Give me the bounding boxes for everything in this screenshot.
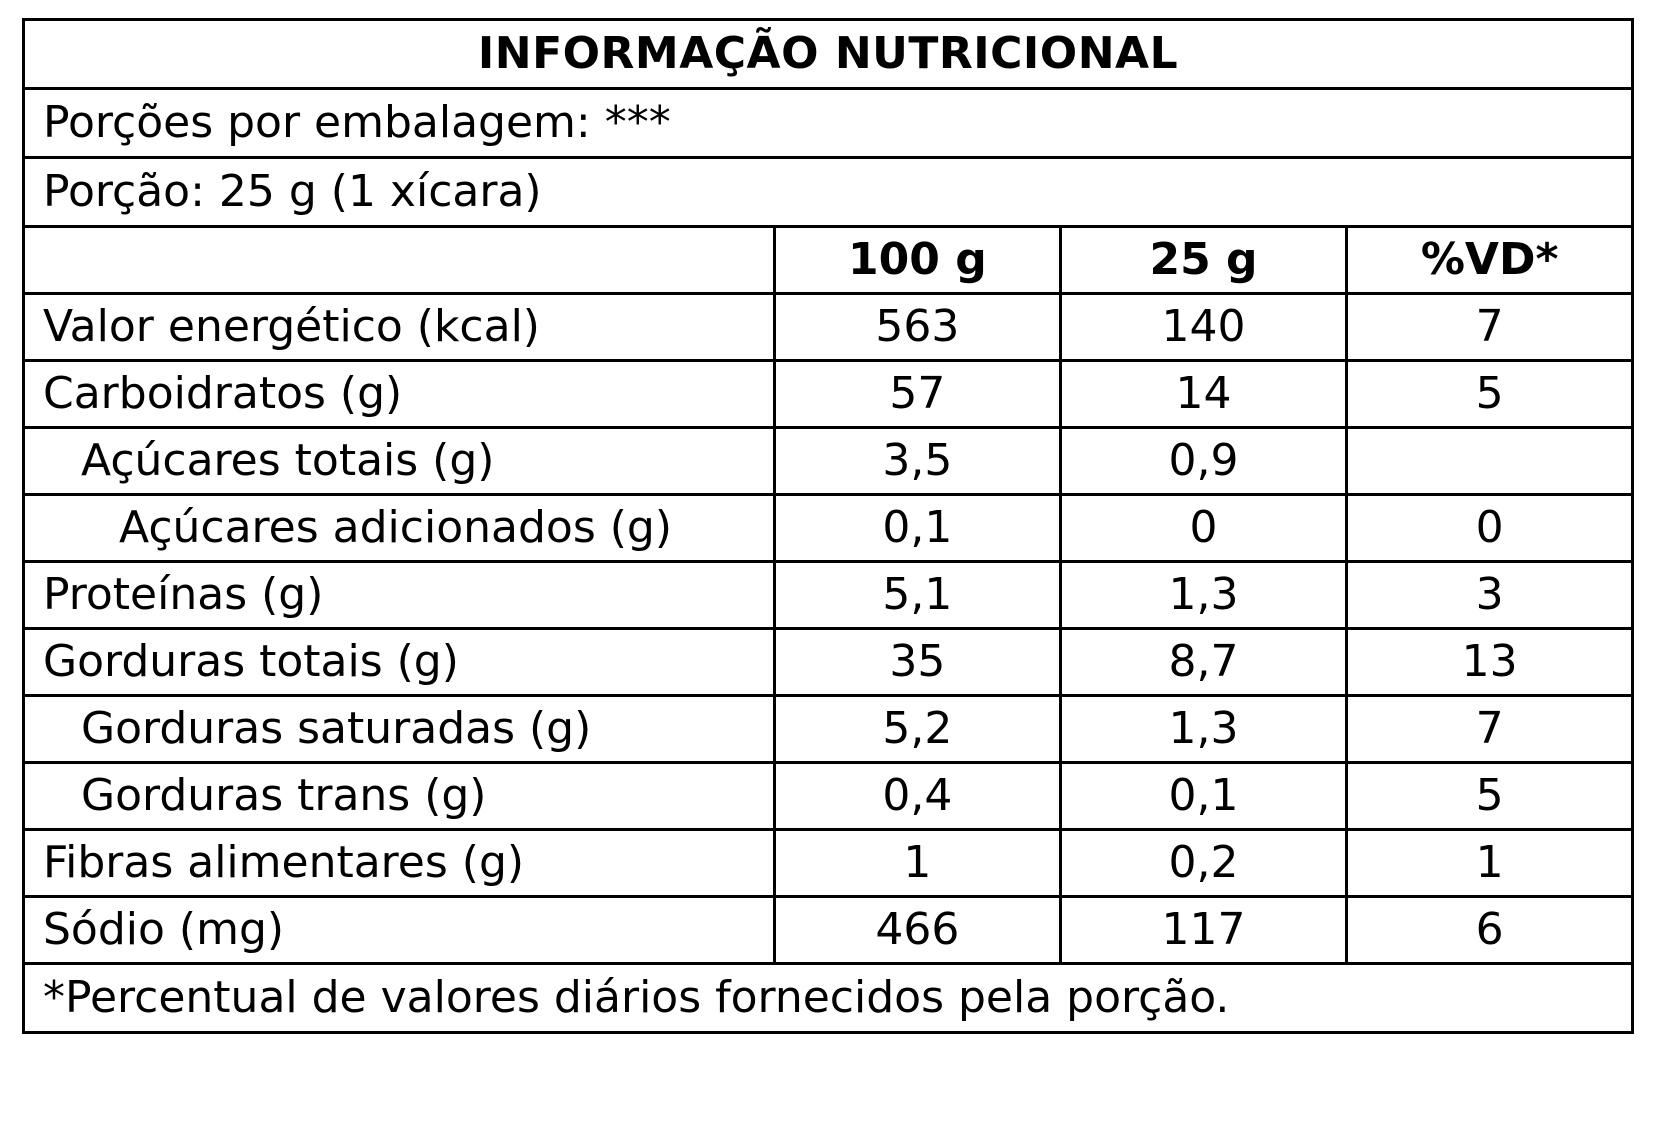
header-per-serving: 25 g	[1058, 225, 1349, 295]
nutrient-name: Valor energético (kcal)	[21, 292, 777, 362]
value-per-serving: 0,1	[1058, 761, 1349, 831]
table-title: INFORMAÇÃO NUTRICIONAL	[22, 18, 1634, 90]
table-row: Valor energético (kcal) 563 140 7	[21, 292, 1634, 362]
table-row: Açúcares totais (g) 3,5 0,9	[21, 426, 1634, 496]
table-row: Gorduras trans (g) 0,4 0,1 5	[21, 761, 1634, 831]
value-per-100g: 3,5	[773, 426, 1062, 496]
table-row: Gorduras saturadas (g) 5,2 1,3 7	[21, 694, 1634, 764]
value-per-100g: 5,2	[773, 694, 1062, 764]
value-daily: 5	[1345, 761, 1634, 831]
value-daily: 7	[1345, 694, 1634, 764]
header-nutrient	[21, 225, 777, 295]
value-per-100g: 1	[773, 828, 1062, 898]
value-per-100g: 5,1	[773, 560, 1062, 630]
value-daily: 1	[1345, 828, 1634, 898]
value-per-serving: 0,2	[1058, 828, 1349, 898]
nutrient-name: Carboidratos (g)	[21, 359, 777, 429]
nutrient-name: Açúcares adicionados (g)	[21, 493, 777, 563]
value-daily: 13	[1345, 627, 1634, 697]
value-daily: 3	[1345, 560, 1634, 630]
value-per-100g: 0,1	[773, 493, 1062, 563]
value-per-serving: 117	[1058, 895, 1349, 965]
value-daily: 7	[1345, 292, 1634, 362]
value-per-serving: 0	[1058, 493, 1349, 563]
header-daily-value: %VD*	[1345, 225, 1634, 295]
value-per-100g: 466	[773, 895, 1062, 965]
serving-size-row: Porção: 25 g (1 xícara)	[22, 156, 1634, 228]
value-per-serving: 1,3	[1058, 694, 1349, 764]
value-per-serving: 140	[1058, 292, 1349, 362]
nutrient-name: Proteínas (g)	[21, 560, 777, 630]
serving-size: Porção: 25 g (1 xícara)	[22, 156, 1634, 228]
nutrient-name: Gorduras totais (g)	[21, 627, 777, 697]
value-per-serving: 14	[1058, 359, 1349, 429]
nutrition-facts-table: INFORMAÇÃO NUTRICIONAL Porções por embal…	[21, 18, 1634, 1034]
table-row: Açúcares adicionados (g) 0,1 0 0	[21, 493, 1634, 563]
value-daily: 0	[1345, 493, 1634, 563]
table-row: Fibras alimentares (g) 1 0,2 1	[21, 828, 1634, 898]
footnote-row: *Percentual de valores diários fornecido…	[22, 962, 1634, 1034]
value-daily: 6	[1345, 895, 1634, 965]
nutrient-name: Fibras alimentares (g)	[21, 828, 777, 898]
table-row: Carboidratos (g) 57 14 5	[21, 359, 1634, 429]
value-per-serving: 1,3	[1058, 560, 1349, 630]
value-per-100g: 0,4	[773, 761, 1062, 831]
nutrient-name: Sódio (mg)	[21, 895, 777, 965]
value-per-100g: 35	[773, 627, 1062, 697]
value-daily	[1345, 426, 1634, 496]
servings-row: Porções por embalagem: ***	[22, 87, 1634, 159]
title-row: INFORMAÇÃO NUTRICIONAL	[22, 18, 1634, 90]
footnote: *Percentual de valores diários fornecido…	[22, 962, 1634, 1034]
value-daily: 5	[1345, 359, 1634, 429]
column-header-row: 100 g 25 g %VD*	[21, 225, 1634, 295]
value-per-100g: 57	[773, 359, 1062, 429]
servings-per-package: Porções por embalagem: ***	[22, 87, 1634, 159]
header-per-100g: 100 g	[773, 225, 1062, 295]
table-row: Proteínas (g) 5,1 1,3 3	[21, 560, 1634, 630]
table-row: Gorduras totais (g) 35 8,7 13	[21, 627, 1634, 697]
value-per-serving: 0,9	[1058, 426, 1349, 496]
nutrient-name: Gorduras trans (g)	[21, 761, 777, 831]
value-per-100g: 563	[773, 292, 1062, 362]
nutrient-name: Açúcares totais (g)	[21, 426, 777, 496]
value-per-serving: 8,7	[1058, 627, 1349, 697]
table-row: Sódio (mg) 466 117 6	[21, 895, 1634, 965]
nutrient-name: Gorduras saturadas (g)	[21, 694, 777, 764]
